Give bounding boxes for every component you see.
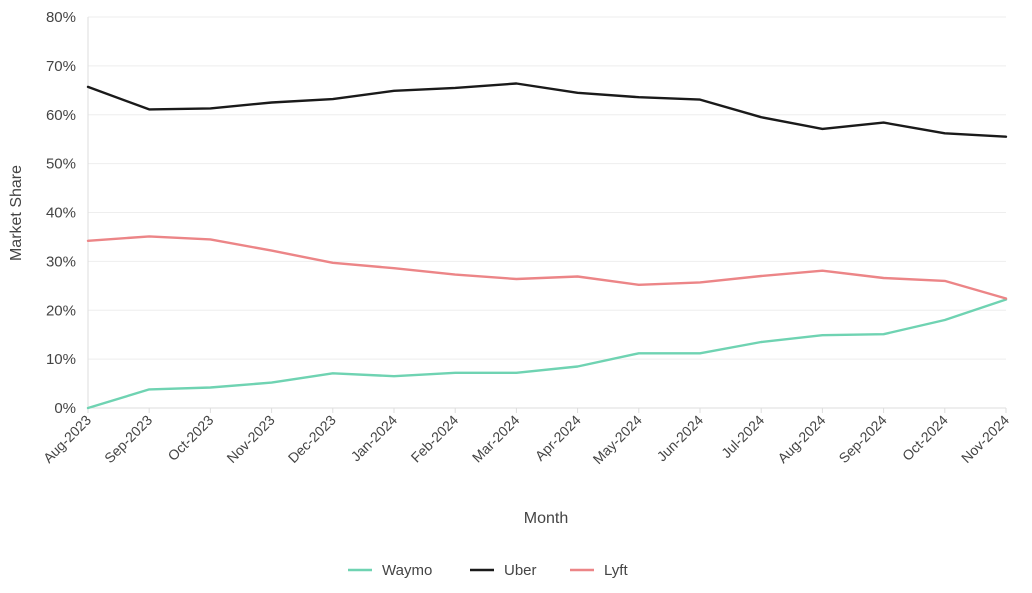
series-lines [86, 82, 1008, 410]
y-tick-label: 70% [46, 58, 76, 75]
x-tick-label: Oct-2024 [899, 412, 951, 464]
x-tick-label: Oct-2023 [164, 412, 216, 464]
y-axis-title: Market Share [8, 165, 25, 261]
legend-label-uber: Uber [504, 562, 537, 579]
y-tick-label: 60% [46, 107, 76, 124]
legend-label-lyft: Lyft [604, 562, 628, 579]
x-tick-label: Jun-2024 [654, 412, 707, 465]
legend-label-waymo: Waymo [382, 562, 432, 579]
x-tick-label: Jan-2024 [348, 412, 401, 465]
x-tick-label: Nov-2023 [223, 412, 277, 466]
x-tick-label: Aug-2023 [40, 412, 94, 466]
y-tick-label: 10% [46, 351, 76, 368]
x-tick-label: Dec-2023 [285, 412, 339, 466]
x-axis-title: Month [524, 510, 568, 527]
x-tick-label: Jul-2024 [718, 412, 767, 461]
x-tick-label: Aug-2024 [774, 412, 828, 466]
x-tick-label: Feb-2024 [408, 412, 462, 466]
x-tick-label: Nov-2024 [958, 412, 1012, 466]
x-tick-label: May-2024 [590, 412, 645, 467]
x-tick-label: Apr-2024 [532, 412, 584, 464]
y-tick-label: 30% [46, 253, 76, 270]
series-line-waymo [86, 298, 1008, 410]
legend: Waymo Uber Lyft [348, 562, 628, 579]
axes [87, 17, 1007, 413]
x-tick-label: Sep-2024 [835, 412, 889, 466]
y-tick-label: 40% [46, 205, 76, 222]
y-tick-label: 50% [46, 156, 76, 173]
series-line-lyft [86, 235, 1008, 300]
x-tick-label: Mar-2024 [469, 412, 523, 466]
gridlines [88, 16, 1006, 409]
y-tick-label: 80% [46, 9, 76, 26]
y-tick-label: 20% [46, 302, 76, 319]
x-tick-label: Sep-2023 [101, 412, 155, 466]
series-line-uber [86, 82, 1008, 138]
y-tick-label: 0% [54, 400, 76, 417]
